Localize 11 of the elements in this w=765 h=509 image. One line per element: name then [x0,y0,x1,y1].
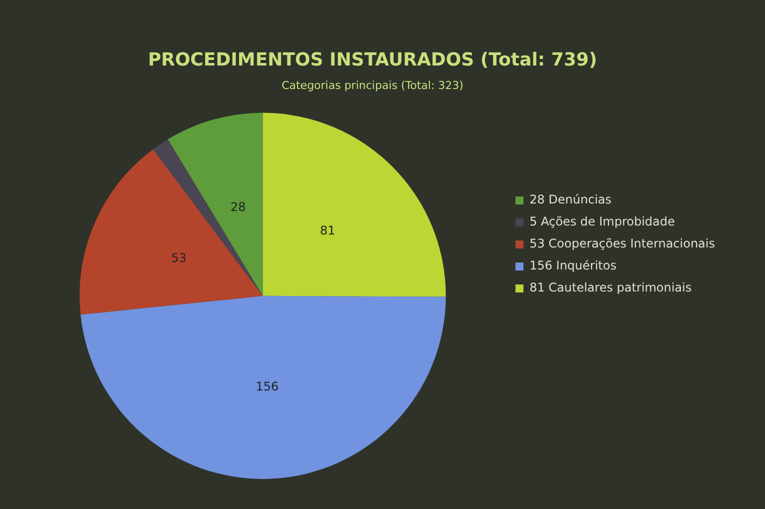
legend-label: 53 Cooperações Internacionais [529,236,716,251]
legend-label: 81 Cautelares patrimoniais [529,280,692,295]
chart-subtitle: Categorias principais (Total: 323) [282,79,464,92]
data-label: 53 [171,251,187,266]
data-label: 156 [256,379,279,394]
data-label: 81 [320,223,336,238]
legend-label: 5 Ações de Improbidade [529,214,675,229]
legend-label: 28 Denúncias [529,192,612,207]
legend-label: 156 Inquéritos [529,258,616,273]
data-label: 28 [230,200,246,214]
chart-title: PROCEDIMENTOS INSTAURADOS (Total: 739) [148,49,598,70]
